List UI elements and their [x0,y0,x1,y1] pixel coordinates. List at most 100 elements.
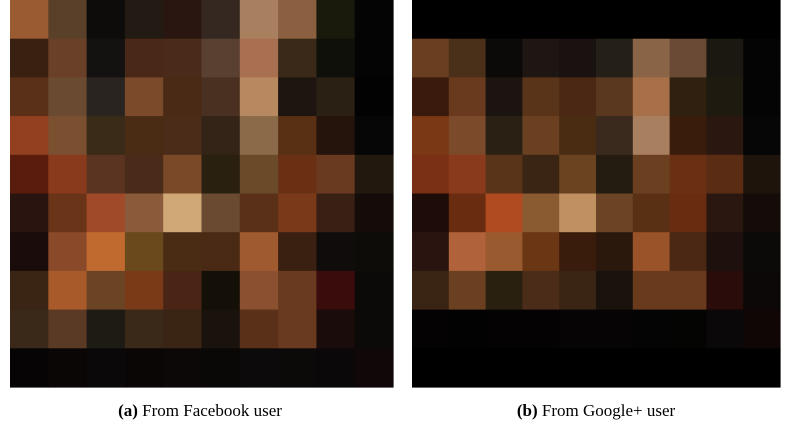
pixel [48,0,87,39]
pixel [412,232,449,271]
pixel [355,310,394,349]
pixel [163,271,202,310]
pixel [278,39,317,78]
pixel [559,310,596,349]
caption-label: (a) [118,401,138,420]
pixel [202,310,241,349]
pixel [10,116,49,155]
pixel [163,310,202,349]
pixel [412,155,449,194]
pixel [240,310,279,349]
pixel [316,155,355,194]
pixelated-image [412,0,781,388]
pixel [706,348,743,387]
pixel [202,232,241,271]
pixel [522,155,559,194]
pixel [449,348,486,387]
pixel [522,116,559,155]
pixel [316,348,355,387]
pixel [633,194,670,233]
pixel [412,194,449,233]
pixel [486,155,523,194]
pixel [743,116,780,155]
pixel [670,194,707,233]
pixel [743,194,780,233]
pixel [670,232,707,271]
pixel [355,0,394,39]
pixel [163,194,202,233]
pixel [743,310,780,349]
pixel [355,39,394,78]
pixel [125,77,164,116]
pixel [240,232,279,271]
pixel [596,194,633,233]
pixel [559,194,596,233]
caption-label: (b) [517,401,538,420]
pixel [670,310,707,349]
pixel [48,348,87,387]
pixel [449,77,486,116]
pixel [486,77,523,116]
pixel [87,232,126,271]
pixel [10,310,49,349]
pixel [355,348,394,387]
pixel [706,232,743,271]
pixel [596,0,633,39]
pixel [522,310,559,349]
pixel [278,0,317,39]
pixel [10,39,49,78]
pixel [202,155,241,194]
pixel [633,116,670,155]
pixel [670,271,707,310]
pixel [355,232,394,271]
pixel [706,271,743,310]
pixel [278,348,317,387]
pixel [125,155,164,194]
pixel [596,232,633,271]
pixel [10,155,49,194]
pixel [633,232,670,271]
pixel [163,348,202,387]
pixel [278,77,317,116]
pixel [412,39,449,78]
pixel [449,194,486,233]
pixel [486,39,523,78]
pixel [596,348,633,387]
pixel [522,271,559,310]
pixel [706,0,743,39]
pixel [202,271,241,310]
pixel [633,155,670,194]
pixel [278,310,317,349]
pixel [125,194,164,233]
pixel [87,310,126,349]
pixel [355,194,394,233]
pixel [278,232,317,271]
pixel [163,116,202,155]
pixel [522,232,559,271]
pixel [10,271,49,310]
pixel [316,271,355,310]
pixel [706,310,743,349]
pixel [125,0,164,39]
pixel [87,39,126,78]
pixel [125,310,164,349]
pixel [48,39,87,78]
pixel [48,232,87,271]
pixel [163,77,202,116]
pixel [633,348,670,387]
pixel [743,39,780,78]
pixel [596,39,633,78]
pixel [125,348,164,387]
pixel [486,348,523,387]
pixel [559,271,596,310]
pixel [202,77,241,116]
pixel [163,0,202,39]
pixel [486,0,523,39]
pixel [743,348,780,387]
pixel [163,232,202,271]
pixel [316,0,355,39]
pixel [743,0,780,39]
pixel [316,310,355,349]
pixel [486,116,523,155]
pixel [412,271,449,310]
